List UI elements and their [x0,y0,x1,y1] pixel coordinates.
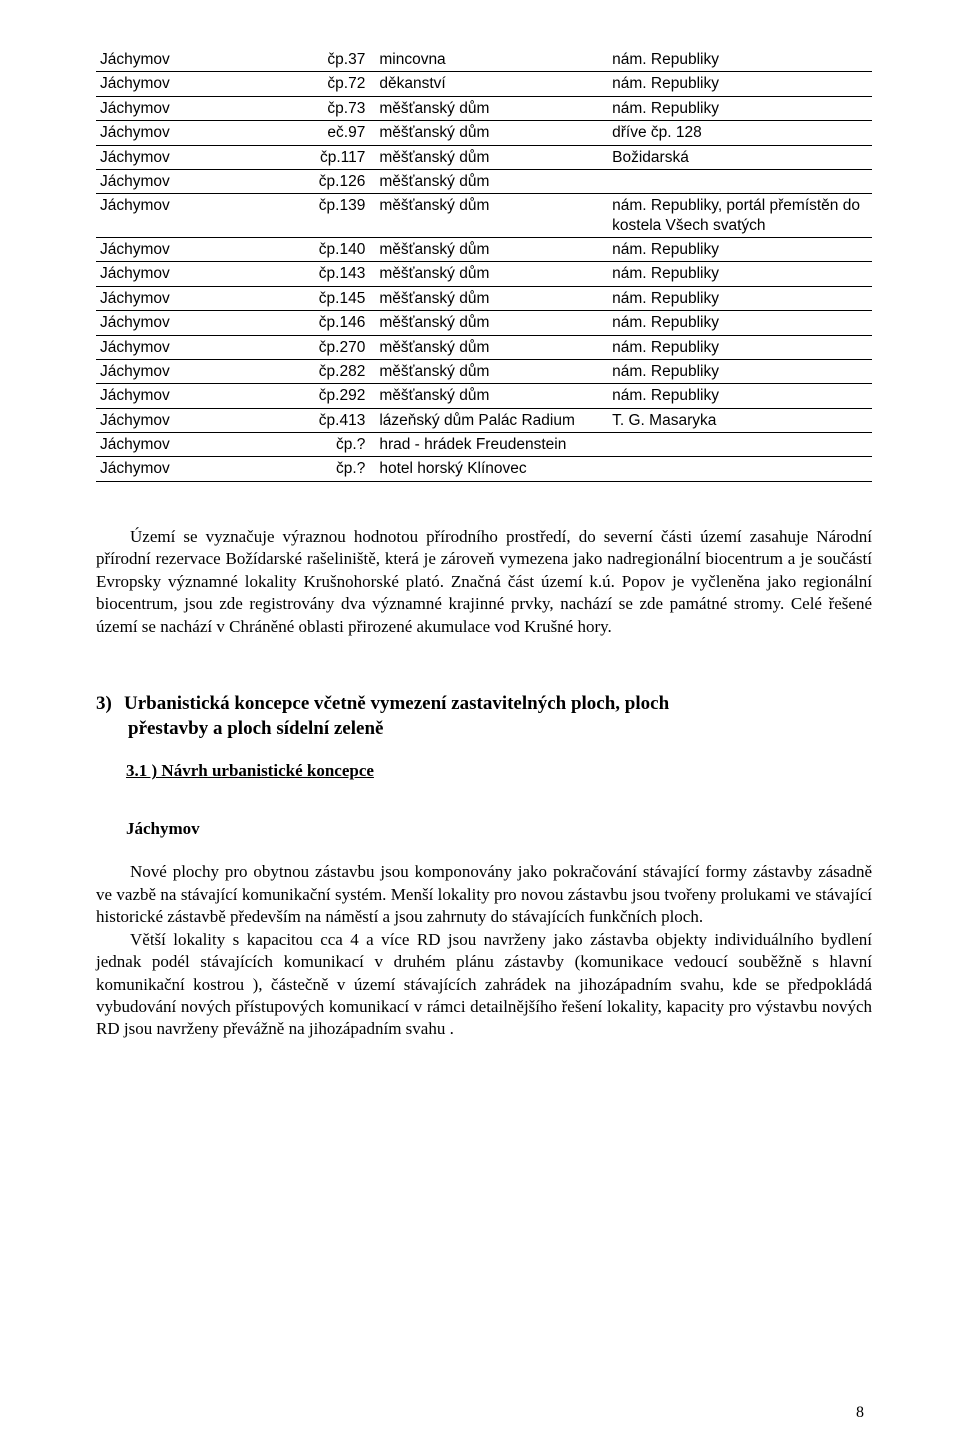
table-cell: čp.73 [267,96,376,120]
table-row: Jáchymovčp.?hotel horský Klínovec [96,457,872,481]
table-cell: Božidarská [608,145,872,169]
table-row: Jáchymovčp.282měšťanský důmnám. Republik… [96,359,872,383]
table-cell: čp.146 [267,311,376,335]
table-cell: čp.37 [267,48,376,72]
table-cell: měšťanský dům [375,238,608,262]
table-row: Jáchymovčp.270měšťanský důmnám. Republik… [96,335,872,359]
table-cell: měšťanský dům [375,384,608,408]
table-cell: měšťanský dům [375,311,608,335]
paragraph-text: Území se vyznačuje výraznou hodnotou pří… [96,526,872,638]
table-cell: čp.117 [267,145,376,169]
table-row: Jáchymovčp.37mincovnanám. Republiky [96,48,872,72]
table-cell: měšťanský dům [375,121,608,145]
table-cell: nám. Republiky [608,72,872,96]
table-cell: čp.? [267,433,376,457]
table-cell: čp.145 [267,286,376,310]
table-cell: Jáchymov [96,286,267,310]
table-row: Jáchymovčp.292měšťanský důmnám. Republik… [96,384,872,408]
table-cell: nám. Republiky [608,311,872,335]
table-row: Jáchymovčp.73měšťanský důmnám. Republiky [96,96,872,120]
table-cell: měšťanský dům [375,335,608,359]
table-cell: Jáchymov [96,96,267,120]
table-cell: čp.270 [267,335,376,359]
paragraph-text-b: Větší lokality s kapacitou cca 4 a více … [96,929,872,1041]
paragraph-urban-concept: Nové plochy pro obytnou zástavbu jsou ko… [96,861,872,1041]
table-row: Jáchymovčp.117měšťanský důmBožidarská [96,145,872,169]
subsection-3-1-heading: 3.1 ) Návrh urbanistické koncepce [96,761,872,781]
table-cell: nám. Republiky [608,359,872,383]
table-cell: Jáchymov [96,72,267,96]
table-cell: Jáchymov [96,433,267,457]
table-cell: děkanství [375,72,608,96]
table-cell: Jáchymov [96,169,267,193]
table-row: Jáchymovčp.126měšťanský dům [96,169,872,193]
table-row: Jáchymovčp.72děkanstvínám. Republiky [96,72,872,96]
table-cell [608,433,872,457]
table-cell: čp.72 [267,72,376,96]
section-number: 3) [96,692,124,717]
table-cell: Jáchymov [96,408,267,432]
table-cell: čp.? [267,457,376,481]
table-cell: nám. Republiky [608,384,872,408]
table-cell: nám. Republiky, portál přemístěn do kost… [608,194,872,238]
table-cell: hotel horský Klínovec [375,457,608,481]
table-cell: čp.126 [267,169,376,193]
locality-heading: Jáchymov [96,819,872,839]
table-row: Jáchymovčp.145měšťanský důmnám. Republik… [96,286,872,310]
table-cell: čp.292 [267,384,376,408]
table-cell: čp.143 [267,262,376,286]
table-cell: měšťanský dům [375,359,608,383]
table-row: Jáchymovčp.146měšťanský důmnám. Republik… [96,311,872,335]
paragraph-territory: Území se vyznačuje výraznou hodnotou pří… [96,526,872,638]
table-cell: čp.139 [267,194,376,238]
table-cell: Jáchymov [96,311,267,335]
heading-line-1: Urbanistická koncepce včetně vymezení za… [124,693,669,714]
table-cell: Jáchymov [96,121,267,145]
table-cell: nám. Republiky [608,238,872,262]
table-cell: čp.282 [267,359,376,383]
table-cell: dříve čp. 128 [608,121,872,145]
table-cell: Jáchymov [96,457,267,481]
paragraph-text-a: Nové plochy pro obytnou zástavbu jsou ko… [96,861,872,928]
table-row: Jáchymoveč.97měšťanský důmdříve čp. 128 [96,121,872,145]
table-cell: Jáchymov [96,359,267,383]
section-3-heading: 3)Urbanistická koncepce včetně vymezení … [96,692,872,741]
table-cell: lázeňský dům Palác Radium [375,408,608,432]
table-cell: měšťanský dům [375,194,608,238]
page-number: 8 [856,1404,864,1422]
table-cell: měšťanský dům [375,262,608,286]
table-row: Jáchymovčp.139měšťanský důmnám. Republik… [96,194,872,238]
document-page: Jáchymovčp.37mincovnanám. RepublikyJáchy… [0,0,960,1450]
table-cell: T. G. Masaryka [608,408,872,432]
heading-line-2: přestavby a ploch sídelní zeleně [96,717,872,742]
table-cell: Jáchymov [96,384,267,408]
table-cell: Jáchymov [96,238,267,262]
table-cell [608,457,872,481]
table-row: Jáchymovčp.143měšťanský důmnám. Republik… [96,262,872,286]
table-cell: měšťanský dům [375,286,608,310]
heritage-table: Jáchymovčp.37mincovnanám. RepublikyJáchy… [96,48,872,482]
table-cell [608,169,872,193]
table-cell: nám. Republiky [608,262,872,286]
table-cell: Jáchymov [96,48,267,72]
table-row: Jáchymovčp.140měšťanský důmnám. Republik… [96,238,872,262]
table-cell: nám. Republiky [608,96,872,120]
table-cell: nám. Republiky [608,335,872,359]
table-cell: eč.97 [267,121,376,145]
table-cell: nám. Republiky [608,48,872,72]
table-cell: měšťanský dům [375,169,608,193]
table-row: Jáchymovčp.?hrad - hrádek Freudenstein [96,433,872,457]
table-cell: mincovna [375,48,608,72]
table-cell: Jáchymov [96,194,267,238]
table-cell: Jáchymov [96,145,267,169]
table-cell: čp.140 [267,238,376,262]
table-cell: hrad - hrádek Freudenstein [375,433,608,457]
table-row: Jáchymovčp.413lázeňský dům Palác RadiumT… [96,408,872,432]
table-cell: čp.413 [267,408,376,432]
table-cell: Jáchymov [96,262,267,286]
table-cell: měšťanský dům [375,145,608,169]
table-cell: měšťanský dům [375,96,608,120]
table-cell: Jáchymov [96,335,267,359]
table-cell: nám. Republiky [608,286,872,310]
